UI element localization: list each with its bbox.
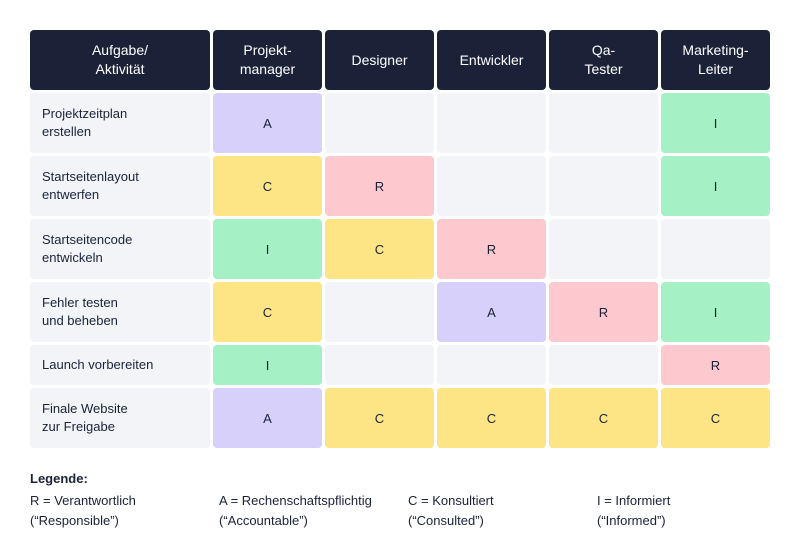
raci-cell: I bbox=[661, 93, 770, 153]
raci-cell: C bbox=[661, 388, 770, 448]
raci-cell: R bbox=[661, 345, 770, 385]
header-marketing-leiter: Marketing- Leiter bbox=[661, 30, 770, 90]
raci-cell: I bbox=[661, 156, 770, 216]
header-projektmanager: Projekt- manager bbox=[213, 30, 322, 90]
raci-cell: C bbox=[549, 388, 658, 448]
raci-cell: A bbox=[437, 282, 546, 342]
raci-cell: R bbox=[549, 282, 658, 342]
raci-cell: C bbox=[213, 156, 322, 216]
raci-cell bbox=[325, 93, 434, 153]
legend-accountable: A = Rechenschaftspflichtig (“Accountable… bbox=[219, 493, 372, 528]
legend-responsible: R = Verantwortlich (“Responsible”) bbox=[30, 493, 136, 528]
raci-cell: I bbox=[213, 345, 322, 385]
task-label: Finale Website zur Freigabe bbox=[30, 388, 210, 448]
raci-cell bbox=[661, 219, 770, 279]
raci-cell bbox=[549, 93, 658, 153]
raci-cell: R bbox=[325, 156, 434, 216]
raci-cell bbox=[325, 282, 434, 342]
task-label: Fehler testen und beheben bbox=[30, 282, 210, 342]
task-label: Startseitenlayout entwerfen bbox=[30, 156, 210, 216]
task-label: Startseitencode entwickeln bbox=[30, 219, 210, 279]
raci-cell: C bbox=[325, 219, 434, 279]
header-aufgabe: Aufgabe/ Aktivität bbox=[30, 30, 210, 90]
raci-cell: C bbox=[437, 388, 546, 448]
header-qa-tester: Qa- Tester bbox=[549, 30, 658, 90]
raci-cell: R bbox=[437, 219, 546, 279]
raci-cell bbox=[549, 156, 658, 216]
header-designer: Designer bbox=[325, 30, 434, 90]
raci-cell bbox=[549, 219, 658, 279]
raci-cell bbox=[437, 345, 546, 385]
raci-cell: C bbox=[325, 388, 434, 448]
raci-cell: C bbox=[213, 282, 322, 342]
raci-cell bbox=[437, 156, 546, 216]
legend-title: Legende: bbox=[30, 471, 88, 486]
raci-cell bbox=[437, 93, 546, 153]
raci-cell: I bbox=[213, 219, 322, 279]
raci-cell: A bbox=[213, 388, 322, 448]
raci-cell: A bbox=[213, 93, 322, 153]
task-label: Launch vorbereiten bbox=[30, 345, 210, 385]
task-label: Projektzeitplan erstellen bbox=[30, 93, 210, 153]
raci-cell: I bbox=[661, 282, 770, 342]
legend-consulted: C = Konsultiert (“Consulted”) bbox=[408, 493, 494, 528]
raci-cell bbox=[325, 345, 434, 385]
raci-matrix: Aufgabe/ Aktivität Projekt- manager Desi… bbox=[30, 30, 770, 448]
legend-informed: I = Informiert (“Informed”) bbox=[597, 493, 671, 528]
raci-cell bbox=[549, 345, 658, 385]
header-entwickler: Entwickler bbox=[437, 30, 546, 90]
